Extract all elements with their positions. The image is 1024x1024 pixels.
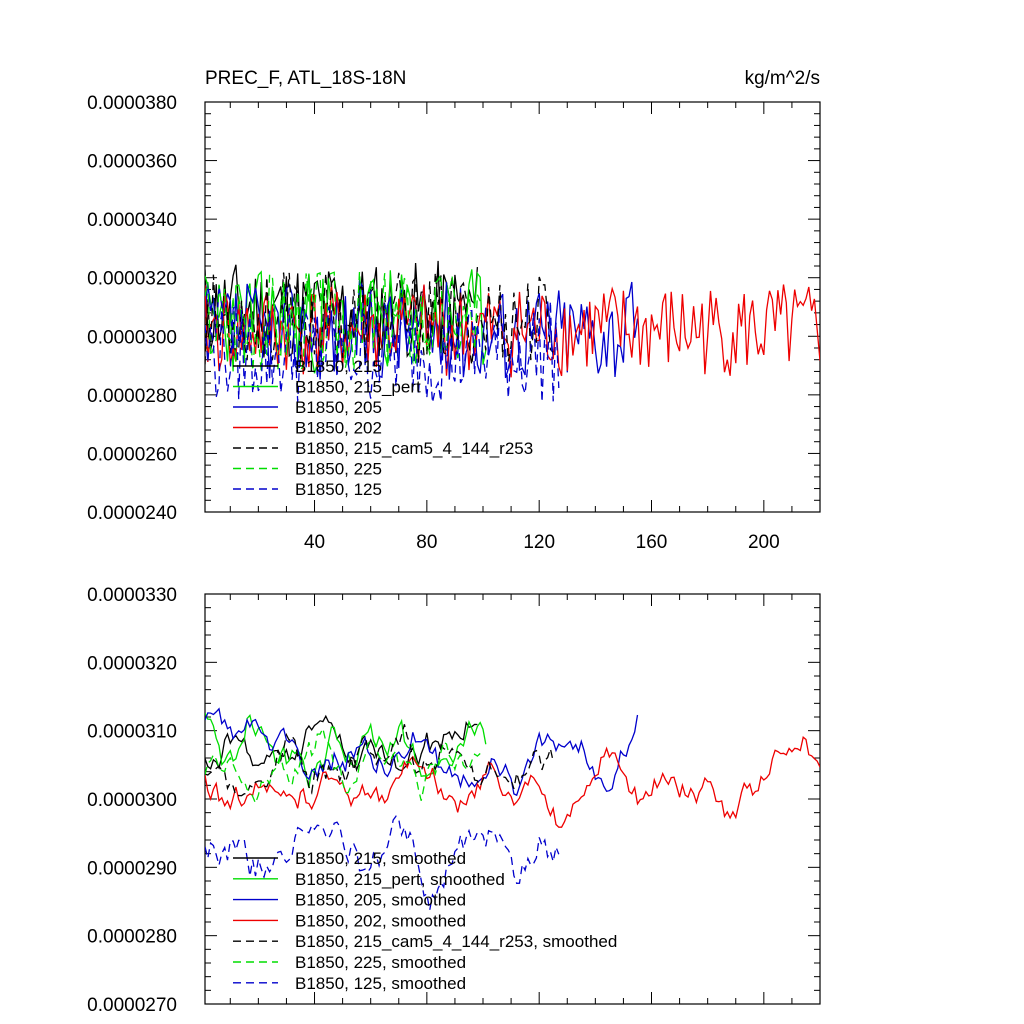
y-tick-label: 0.0000380 — [87, 93, 177, 114]
legend-label: B1850, 205, smoothed — [295, 891, 466, 910]
y-tick-label: 0.0000280 — [87, 386, 177, 407]
plot-frame — [204, 101, 821, 513]
legend-label: B1850, 215_cam5_4_144_r253, smoothed — [295, 932, 617, 951]
series-line-b1850-225-smoothed — [205, 726, 481, 806]
legend-label: B1850, 215, smoothed — [295, 849, 466, 868]
series-line-b1850-215-cam5-4-144-r253-smoothed — [205, 724, 554, 797]
y-tick-label: 0.0000300 — [87, 327, 177, 348]
legend-label: B1850, 215_pert — [295, 378, 421, 397]
legend-label: B1850, 215 — [295, 357, 382, 376]
y-tick-label: 0.0000260 — [87, 444, 177, 465]
y-tick-label: 0.0000290 — [87, 858, 177, 879]
legend-label: B1850, 225 — [295, 460, 382, 479]
y-tick-label: 0.0000240 — [87, 503, 177, 524]
legend-label: B1850, 205 — [295, 398, 382, 417]
y-tick-label: 0.0000300 — [87, 790, 177, 811]
series-line-b1850-215-smoothed — [205, 714, 478, 773]
x-tick-label: 120 — [523, 532, 555, 553]
series-group — [205, 260, 820, 403]
series-line-b1850-225 — [205, 271, 481, 373]
legend-label: B1850, 215_pert, smoothed — [295, 870, 505, 889]
x-tick-label: 40 — [304, 532, 325, 553]
units-label: kg/m^2/s — [745, 68, 820, 89]
chart-title: PREC_F, ATL_18S-18N — [205, 68, 406, 89]
legend-label: B1850, 125 — [295, 480, 382, 499]
series-line-b1850-215 — [205, 260, 479, 359]
legend-label: B1850, 225, smoothed — [295, 953, 466, 972]
y-tick-label: 0.0000270 — [87, 995, 177, 1016]
series-line-b1850-205-smoothed — [205, 707, 639, 797]
x-tick-label: 80 — [416, 532, 437, 553]
y-tick-label: 0.0000320 — [87, 653, 177, 674]
y-tick-label: 0.0000280 — [87, 927, 177, 948]
series-line-b1850-202 — [205, 283, 820, 378]
legend-label: B1850, 202, smoothed — [295, 911, 466, 930]
legend-label: B1850, 125, smoothed — [295, 974, 466, 993]
panel-top: 0.0000240 0.0000260 0.0000280 0.0000300 0.00… — [87, 68, 821, 553]
series-line-b1850-202-smoothed — [205, 736, 820, 828]
y-tick-label: 0.0000310 — [87, 722, 177, 743]
y-tick-label: 0.0000340 — [87, 210, 177, 231]
y-tick-label: 0.0000320 — [87, 269, 177, 290]
legend-label: B1850, 202 — [295, 419, 382, 438]
series-group — [205, 707, 820, 911]
series-line-b1850-125 — [205, 300, 560, 403]
series-line-b1850-215-cam5-4-144-r253 — [205, 272, 554, 366]
panel-bottom: 0.0000270 0.0000280 0.0000290 0.0000300 0.00… — [87, 585, 821, 1016]
series-line-b1850-125-smoothed — [205, 815, 560, 911]
x-tick-label: 200 — [748, 532, 780, 553]
y-tick-label: 0.0000330 — [87, 585, 177, 606]
x-tick-label: 160 — [636, 532, 668, 553]
y-tick-label: 0.0000360 — [87, 152, 177, 173]
legend-label: B1850, 215_cam5_4_144_r253 — [295, 439, 533, 458]
